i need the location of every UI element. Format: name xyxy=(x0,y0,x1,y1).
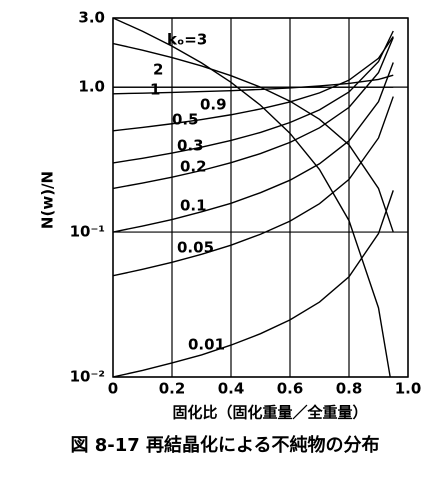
curve-label: 0.5 xyxy=(172,111,199,129)
y-tick-label: 1.0 xyxy=(78,78,105,96)
x-tick-label: 0.4 xyxy=(218,380,245,398)
y-tick-label: 10⁻¹ xyxy=(70,223,105,241)
curve xyxy=(113,62,394,233)
curve-label: 0.9 xyxy=(200,96,227,114)
curve xyxy=(113,30,394,164)
y-tick-label: 10⁻² xyxy=(70,368,105,386)
curve xyxy=(113,37,394,190)
curves xyxy=(113,18,394,377)
curve-label: 0.3 xyxy=(177,137,204,155)
curve xyxy=(113,18,391,377)
curve-label: 2 xyxy=(153,61,163,79)
x-tick-label: 1.0 xyxy=(395,380,422,398)
x-tick-label: 0.2 xyxy=(159,380,186,398)
curve-label: 0.1 xyxy=(180,197,207,215)
y-tick-label: 3.0 xyxy=(78,9,105,27)
x-axis-label: 固化比（固化重量／全重量） xyxy=(172,404,367,422)
curve-label: 0.2 xyxy=(180,158,207,176)
x-tick-label: 0.6 xyxy=(277,380,304,398)
curve-label: 0.05 xyxy=(177,239,214,257)
y-axis-label: N(w)/N xyxy=(39,171,57,229)
caption: 図 8-17 再結晶化による不純物の分布 xyxy=(70,434,379,456)
x-tick-label: 0.8 xyxy=(336,380,363,398)
curve xyxy=(113,96,394,277)
curve-label: 0.01 xyxy=(188,336,225,354)
curve xyxy=(113,190,394,377)
curve-label: kₒ=3 xyxy=(167,31,207,49)
x-tick-label: 0 xyxy=(108,380,118,398)
curve-label: 1 xyxy=(150,81,160,99)
curve xyxy=(113,36,394,132)
